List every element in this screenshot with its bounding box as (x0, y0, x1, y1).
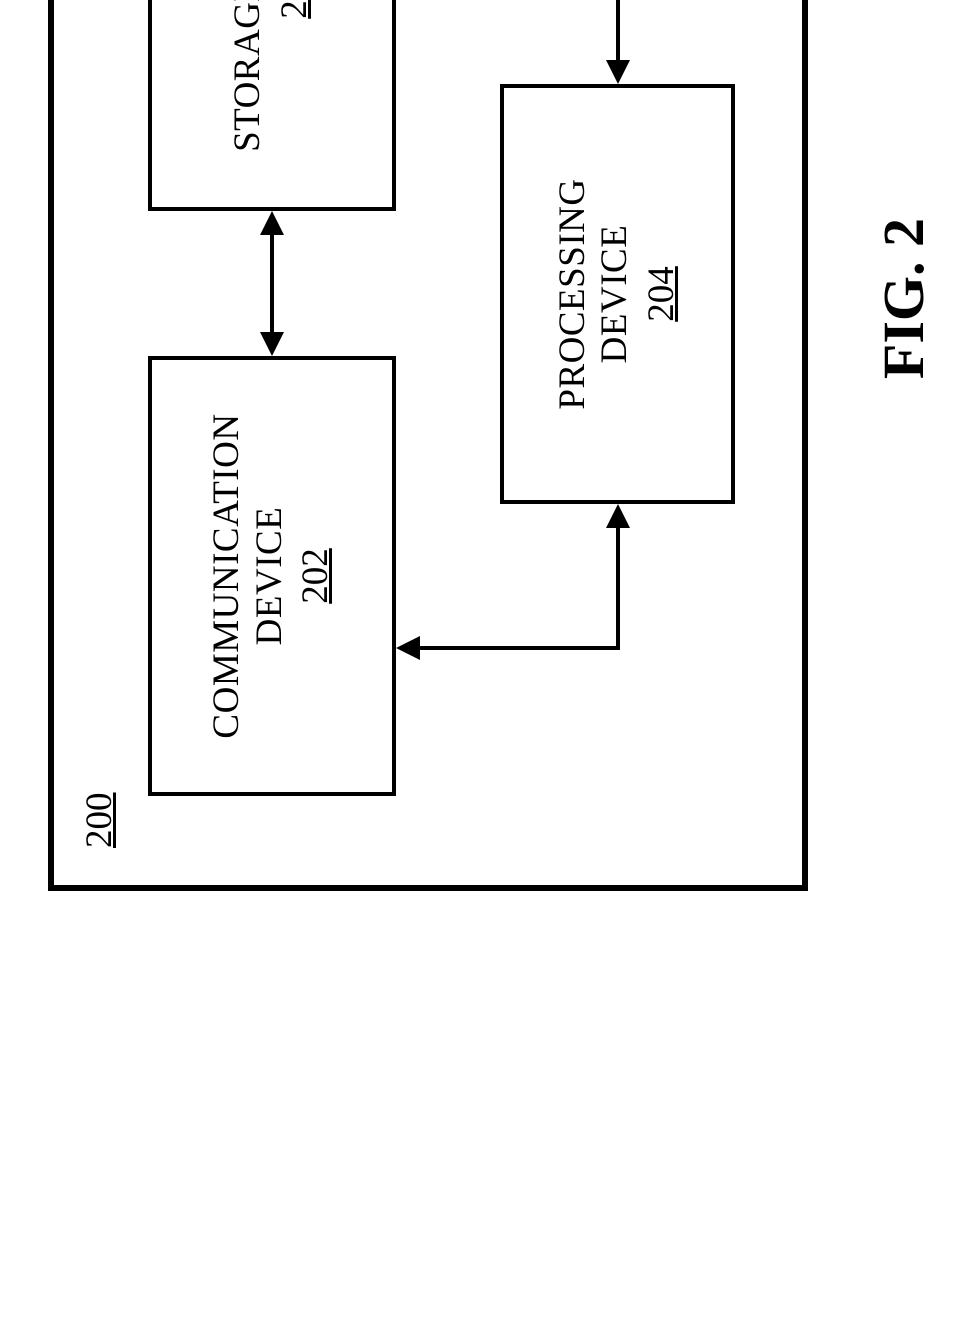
connectors (0, 0, 966, 966)
diagram-canvas: 200 FIG. 2 COMMUNICATIONDEVICE202STORAGE… (0, 0, 966, 966)
node-storage-title: STORAGE DEVICE (227, 0, 270, 152)
node-storage: STORAGE DEVICE206 (148, 0, 396, 211)
node-processing-ref: 204 (641, 266, 684, 322)
node-communication: COMMUNICATIONDEVICE202 (148, 356, 396, 796)
node-processing-title: PROCESSINGDEVICE (552, 178, 637, 409)
page-stage: 200 FIG. 2 COMMUNICATIONDEVICE202STORAGE… (0, 0, 966, 1335)
node-processing: PROCESSINGDEVICE204 (500, 84, 735, 504)
arrow-comm-processing (396, 504, 630, 660)
arrow-storage-processing (396, 0, 630, 84)
node-communication-title: COMMUNICATIONDEVICE (206, 413, 291, 738)
figure-caption: FIG. 2 (870, 0, 937, 966)
arrow-comm-storage (260, 211, 284, 356)
node-communication-ref: 202 (295, 548, 338, 604)
node-storage-ref: 206 (274, 0, 317, 19)
